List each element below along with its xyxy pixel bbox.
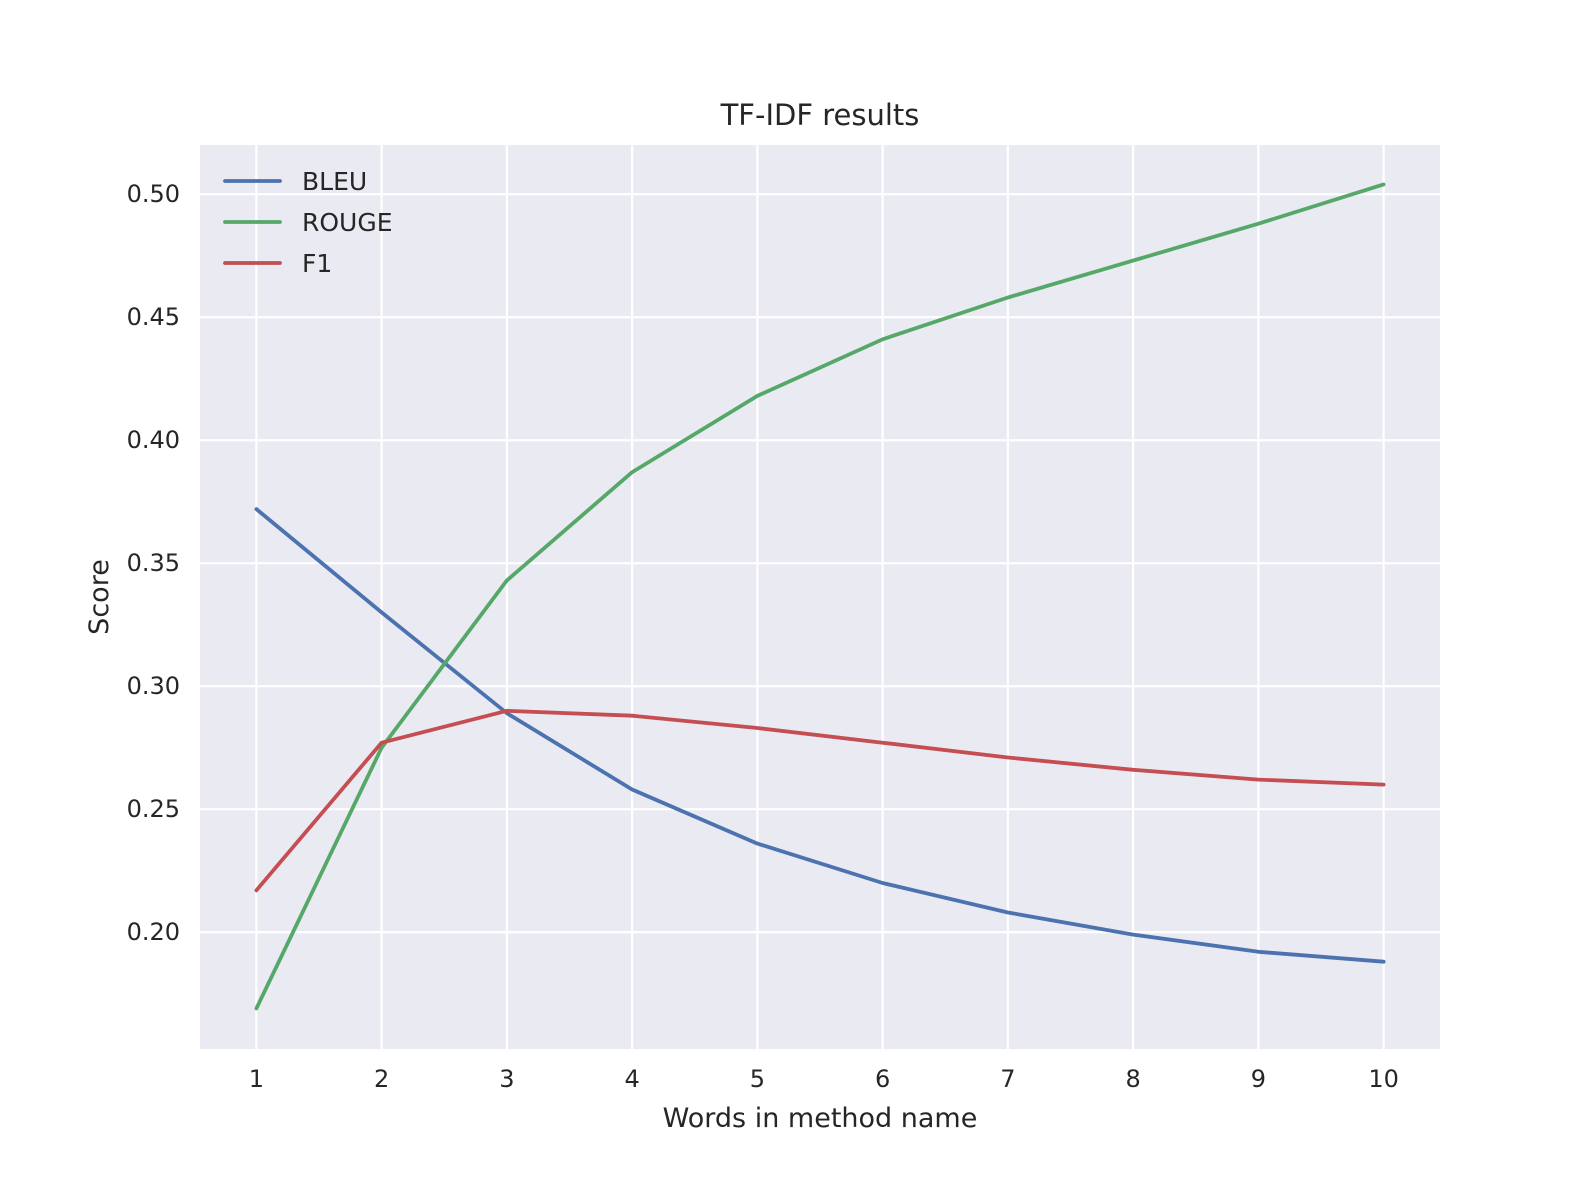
series-line-rouge xyxy=(254,182,1386,1011)
x-tick-label: 8 xyxy=(1125,1065,1140,1093)
y-tick-label: 0.45 xyxy=(127,303,180,331)
legend: BLEU ROUGE F1 xyxy=(223,167,393,278)
plot-area xyxy=(200,145,1440,1049)
x-tick-label: 3 xyxy=(499,1065,514,1093)
grid xyxy=(200,145,1440,1049)
x-tick-label: 2 xyxy=(374,1065,389,1093)
x-tick-label: 5 xyxy=(750,1065,765,1093)
legend-label-rouge: ROUGE xyxy=(302,208,393,237)
legend-label-f1: F1 xyxy=(302,249,332,278)
y-tick-label: 0.40 xyxy=(127,426,180,454)
x-tick-label: 7 xyxy=(1000,1065,1015,1093)
x-tick-label: 4 xyxy=(624,1065,639,1093)
y-tick-label: 0.50 xyxy=(127,180,180,208)
x-tick-label: 6 xyxy=(875,1065,890,1093)
legend-label-bleu: BLEU xyxy=(302,167,367,196)
y-tick-label: 0.30 xyxy=(127,672,180,700)
x-axis-ticks: 1 2 3 4 5 6 7 8 9 10 xyxy=(249,1065,1399,1093)
x-tick-label: 1 xyxy=(249,1065,264,1093)
x-axis-title: Words in method name xyxy=(663,1103,978,1134)
y-tick-label: 0.20 xyxy=(127,918,180,946)
chart-title: TF-IDF results xyxy=(720,98,920,132)
series-line-f1 xyxy=(254,708,1386,893)
x-tick-label: 9 xyxy=(1251,1065,1266,1093)
y-axis-title: Score xyxy=(84,559,115,635)
x-tick-label: 10 xyxy=(1368,1065,1399,1093)
y-tick-label: 0.25 xyxy=(127,795,180,823)
series-lines xyxy=(254,182,1386,1011)
y-axis-ticks: 0.20 0.25 0.30 0.35 0.40 0.45 0.50 xyxy=(127,180,180,946)
y-tick-label: 0.35 xyxy=(127,549,180,577)
